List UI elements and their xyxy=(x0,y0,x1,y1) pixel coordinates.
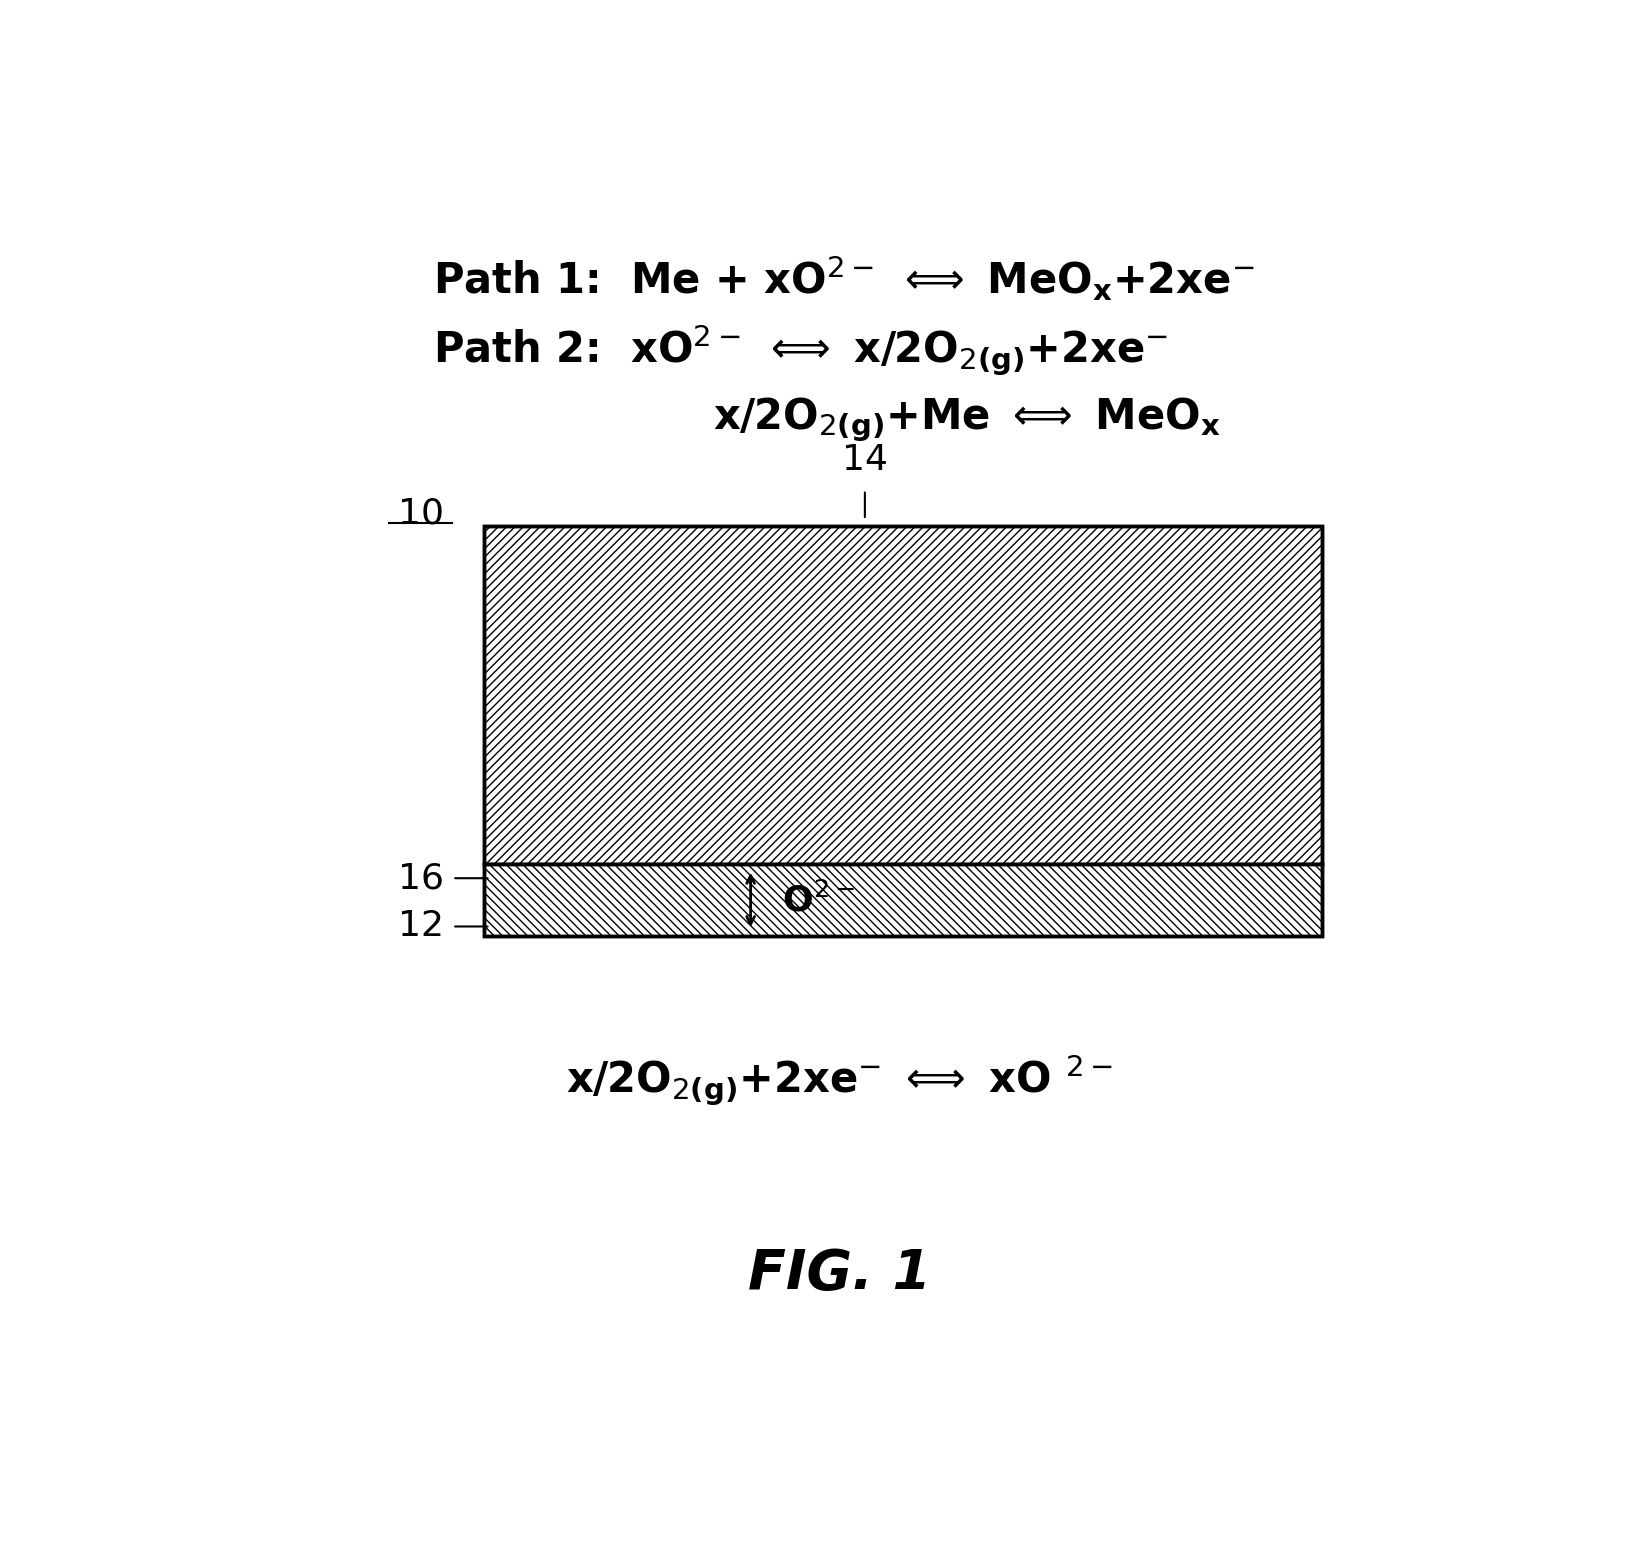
Text: FIG. 1: FIG. 1 xyxy=(749,1247,930,1301)
Bar xyxy=(485,863,1322,935)
Text: x/2O$_{2\mathregular{(g)}}$+2xe$^{-}$ $\Longleftrightarrow$ xO $^{2-}$: x/2O$_{2\mathregular{(g)}}$+2xe$^{-}$ $\… xyxy=(567,1053,1112,1108)
Text: Path 1:  Me + xO$^{2-}$ $\Longleftrightarrow$ MeO$_{\mathregular{x}}$+2xe$^{-}$: Path 1: Me + xO$^{2-}$ $\Longleftrightar… xyxy=(432,254,1255,304)
Text: 14: 14 xyxy=(842,442,888,476)
Text: Path 2:  xO$^{2-}$ $\Longleftrightarrow$ x/2O$_{2\mathregular{(g)}}$+2xe$^{-}$: Path 2: xO$^{2-}$ $\Longleftrightarrow$ … xyxy=(432,323,1168,379)
Bar xyxy=(485,527,1322,935)
Text: O$^{2-}$: O$^{2-}$ xyxy=(783,882,855,918)
Text: x/2O$_{2\mathregular{(g)}}$+Me $\Longleftrightarrow$ MeO$_{\mathregular{x}}$: x/2O$_{2\mathregular{(g)}}$+Me $\Longlef… xyxy=(713,395,1220,443)
Text: 10: 10 xyxy=(398,497,444,531)
Bar xyxy=(485,527,1322,863)
Text: 16: 16 xyxy=(398,862,444,895)
Text: 12: 12 xyxy=(398,909,444,943)
